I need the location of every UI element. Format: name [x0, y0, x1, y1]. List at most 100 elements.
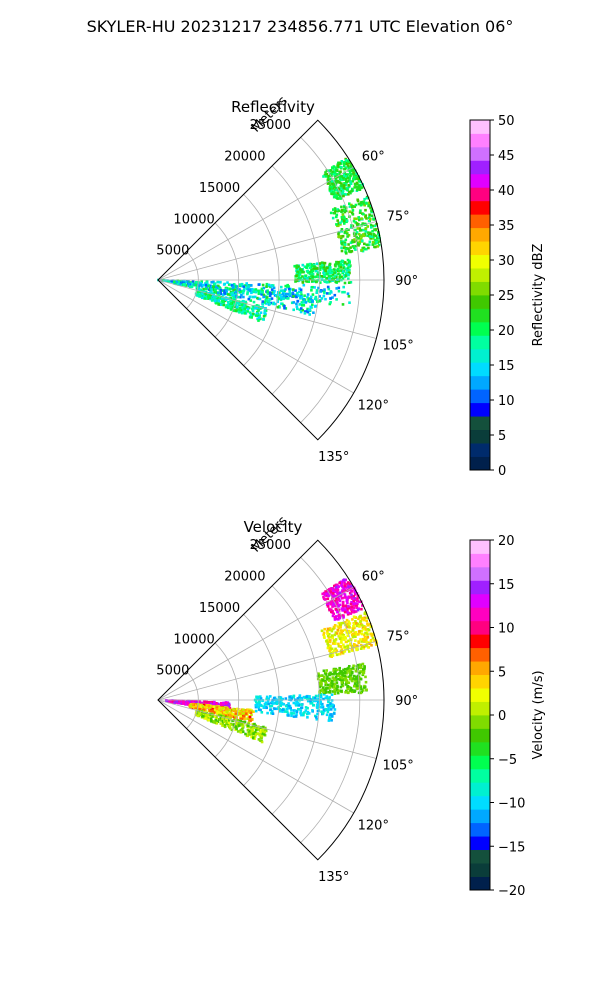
echo-cell [198, 707, 202, 711]
echo-cell [241, 725, 244, 728]
echo-cell [336, 164, 339, 168]
echo-cell [340, 614, 344, 617]
echo-cell [358, 211, 362, 214]
echo-cell [330, 610, 333, 614]
echo-cell [271, 291, 274, 295]
echo-cell [174, 699, 177, 702]
echo-cell [253, 295, 257, 299]
echo-cell [204, 282, 207, 285]
echo-cell [268, 302, 272, 306]
echo-cell [325, 276, 328, 280]
echo-cell [347, 605, 350, 608]
echo-cell [229, 304, 233, 308]
echo-cell [336, 690, 340, 693]
echo-cell [267, 702, 271, 706]
echo-cell [200, 703, 204, 707]
echo-cell [288, 290, 291, 293]
echo-cell [344, 159, 348, 162]
echo-cell [255, 304, 259, 307]
echo-cell [349, 674, 352, 678]
echo-cell [330, 594, 334, 597]
echo-cell [308, 266, 312, 269]
echo-cell [296, 291, 299, 295]
echo-cell [349, 226, 353, 229]
echo-cell [336, 685, 339, 689]
echo-cell [207, 718, 210, 722]
echo-cell [294, 280, 297, 283]
echo-cell [302, 304, 306, 307]
echo-cell [345, 180, 348, 183]
echo-cell [333, 712, 336, 715]
echo-cell [329, 639, 332, 642]
echo-cell [352, 634, 356, 638]
echo-cell [227, 719, 231, 722]
echo-cell [197, 286, 200, 290]
echo-cell [327, 690, 330, 694]
echo-cell [353, 169, 357, 172]
echo-cell [331, 170, 334, 174]
echo-cell [353, 217, 356, 220]
echo-cell [243, 306, 246, 309]
echo-cell [357, 633, 360, 636]
echo-cell [362, 671, 366, 674]
echo-cell [322, 697, 325, 701]
echo-cell [346, 596, 349, 599]
echo-cell [223, 725, 227, 729]
echo-cell [214, 718, 218, 722]
echo-cell [321, 702, 324, 706]
echo-cell [337, 597, 340, 601]
echo-cell [349, 172, 353, 176]
echo-cell [265, 706, 268, 710]
colorbar-swatch [470, 348, 490, 363]
echo-cell [329, 290, 333, 293]
colorbar-label: Velocity (m/s) [531, 670, 546, 759]
colorbar-swatch [470, 120, 490, 134]
echo-cell [257, 728, 260, 731]
colorbar-tick-label: 35 [498, 219, 515, 234]
colorbar-tick-label: 10 [498, 622, 515, 637]
echo-cell [315, 267, 319, 270]
echo-cell [361, 604, 364, 607]
echo-cell [238, 724, 241, 727]
echo-cell [352, 168, 355, 172]
echo-cell [341, 629, 345, 633]
echo-cell [339, 634, 343, 638]
echo-cell [359, 670, 362, 673]
echo-cell [346, 644, 349, 648]
echo-cell [272, 286, 276, 290]
echo-cell [270, 288, 274, 291]
echo-cell [229, 299, 232, 302]
echo-cell [335, 279, 339, 283]
echo-cell [235, 720, 238, 724]
echo-cell [343, 580, 346, 583]
echo-cell [292, 308, 295, 312]
echo-cell [359, 615, 362, 618]
echo-cell [363, 633, 366, 637]
echo-cell [311, 300, 314, 303]
echo-cell [347, 228, 350, 232]
echo-cell [343, 164, 346, 168]
echo-cell [283, 306, 286, 310]
echo-cell [227, 705, 230, 709]
echo-cell [300, 713, 303, 717]
echo-cell [361, 637, 365, 641]
echo-cell [348, 596, 351, 599]
echo-cell [240, 293, 243, 297]
azimuth-tick-label: 60° [362, 150, 385, 165]
echo-cell [333, 692, 337, 695]
echo-cell [328, 187, 332, 191]
echo-cell [364, 214, 368, 217]
echo-cell [335, 653, 339, 657]
echo-cell [294, 715, 298, 718]
echo-cell [296, 307, 299, 311]
echo-cell [267, 283, 271, 287]
echo-cell [297, 276, 300, 279]
range-tick-label: 10000 [173, 212, 214, 227]
echo-cell [241, 730, 245, 733]
echo-cell [350, 690, 354, 694]
colorbar-swatch [470, 593, 490, 608]
echo-cell [348, 301, 351, 304]
echo-cell [312, 696, 315, 699]
echo-cell [333, 189, 336, 192]
